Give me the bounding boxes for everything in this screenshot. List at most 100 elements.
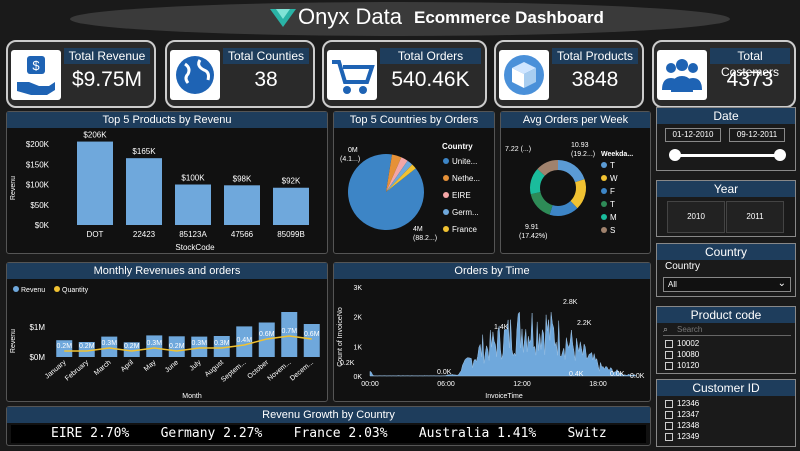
bar <box>175 184 211 225</box>
x-tick-label: June <box>164 359 180 374</box>
donut-data-label: 9.91 <box>525 224 539 231</box>
data-label: 0.4K <box>569 371 584 378</box>
date-start-input[interactable]: 01-12-2010 <box>665 128 721 142</box>
data-label: 2.8K <box>563 299 578 306</box>
legend-marker <box>443 175 449 181</box>
avg-orders-panel: Avg Orders per Week 7.22 (...) 10.93 (19.2… <box>500 111 651 254</box>
data-label: 0.0K <box>610 371 625 378</box>
x-axis-label: InvoiceTime <box>485 393 523 400</box>
bar <box>236 326 253 357</box>
legend-label: T <box>610 200 615 209</box>
customer-item[interactable]: 12349 <box>665 431 699 442</box>
date-slicer: Date 01-12-2010 09-12-2011 <box>656 107 796 171</box>
donut-data-label: (17.42%) <box>519 233 547 240</box>
bar-data-label: 0.2M <box>79 343 95 350</box>
legend-marker <box>601 201 607 207</box>
product-code-slicer: Product code ⌕ Search 10002 10080 10120 <box>656 306 796 374</box>
money-hand-icon: $ <box>11 50 61 100</box>
y-tick-label: $1M <box>29 323 45 332</box>
checkbox[interactable] <box>665 410 673 419</box>
product-search-box[interactable]: ⌕ Search <box>663 324 791 336</box>
country-slicer: Country Country All ⌄ <box>656 243 796 297</box>
y-axis-label: Revenu <box>10 176 17 200</box>
bar-data-label: 0.4M <box>236 337 252 344</box>
customer-item-label: 12349 <box>677 432 700 441</box>
legend-label: T <box>610 161 615 170</box>
box-icon <box>499 50 549 100</box>
date-slider-start-handle[interactable] <box>669 149 681 161</box>
donut-data-label: 10.93 <box>571 142 589 149</box>
orders-time-chart: 3K 2K 1K 0K Count of InvoiceNo 00:00 06:00 12:0… <box>337 285 645 400</box>
kpi-value: 38 <box>254 68 278 91</box>
kpi-label: Total Products <box>552 48 638 64</box>
checkbox[interactable] <box>665 339 673 348</box>
y-axis-label: Revenu <box>10 329 17 353</box>
growth-ticker: EIRE 2.70% Germany 2.27% France 2.03% Au… <box>11 425 646 443</box>
slicer-title: Customer ID <box>657 380 795 396</box>
bar <box>168 336 185 357</box>
checkbox[interactable] <box>665 399 673 408</box>
product-item-label: 10080 <box>677 350 700 359</box>
year-option-2010[interactable]: 2010 <box>667 201 725 233</box>
customer-item[interactable]: 12347 <box>665 409 699 420</box>
product-item[interactable]: 10080 <box>665 349 699 360</box>
y-axis-label: Count of InvoiceNo <box>337 307 344 367</box>
top-products-panel: Top 5 Products by Revenu $200K $150K $100K… <box>6 111 328 254</box>
pie-data-label: (88.2...) <box>413 235 437 242</box>
donut-slice <box>549 200 578 216</box>
legend-label: Revenu <box>21 287 45 294</box>
x-tick-label: April <box>120 359 136 374</box>
checkbox[interactable] <box>665 350 673 359</box>
x-tick-label: 85099B <box>277 230 305 239</box>
product-item[interactable]: 10120 <box>665 360 699 371</box>
product-item-label: 10120 <box>677 361 700 370</box>
product-item[interactable]: 10002 <box>665 338 699 349</box>
checkbox[interactable] <box>665 361 673 370</box>
customer-id-slicer: Customer ID 12346 12347 12348 12349 <box>656 379 796 447</box>
x-tick-label: February <box>64 359 90 383</box>
slicer-title: Year <box>657 181 795 197</box>
legend-label: S <box>610 226 615 235</box>
bar-data-label: 0.3M <box>101 340 117 347</box>
bar-data-label: 0.7M <box>281 328 297 335</box>
year-option-2011[interactable]: 2011 <box>726 201 784 233</box>
customer-item-label: 12346 <box>677 399 700 408</box>
pie-data-label: 0M <box>348 147 358 154</box>
panel-title: Avg Orders per Week <box>501 112 650 128</box>
bar <box>126 158 162 225</box>
country-dropdown[interactable]: All ⌄ <box>663 277 791 292</box>
y-tick-label: 1K <box>353 344 362 351</box>
panel-title: Monthly Revenues and orders <box>7 263 327 279</box>
date-slider-end-handle[interactable] <box>774 149 786 161</box>
country-label: Country <box>665 261 701 272</box>
bar <box>101 336 118 357</box>
date-end-input[interactable]: 09-12-2011 <box>729 128 785 142</box>
bar <box>224 185 260 225</box>
data-label: 0.0K <box>630 373 645 380</box>
search-placeholder: Search <box>677 325 703 334</box>
bar-data-label: 0.2M <box>56 343 72 350</box>
panel-title: Revenu Growth by Country <box>7 407 650 423</box>
checkbox[interactable] <box>665 421 673 430</box>
customer-item[interactable]: 12348 <box>665 420 699 431</box>
x-tick-label: 47566 <box>231 230 254 239</box>
quantity-line <box>64 335 312 352</box>
donut-slice <box>530 192 553 215</box>
kpi-label: Total Costemers <box>710 48 790 79</box>
x-tick-label: Decem... <box>289 359 315 382</box>
bar-data-label: 0.3M <box>146 340 162 347</box>
kpi-total-products: Total Products 3848 <box>494 40 644 108</box>
x-tick-label: 22423 <box>133 230 156 239</box>
top-countries-panel: Top 5 Countries by Orders 0M (4.1...) 4M (8… <box>333 111 495 254</box>
y-tick-label: $150K <box>26 160 50 169</box>
donut-data-label: (19.2...) <box>571 151 595 158</box>
checkbox[interactable] <box>665 432 673 441</box>
donut-slice <box>558 160 585 183</box>
panel-title: Orders by Time <box>334 263 650 279</box>
customer-item[interactable]: 12346 <box>665 398 699 409</box>
bar-data-label: $92K <box>282 177 301 186</box>
kpi-total-revenue: $ Total Revenue $9.75M <box>6 40 156 108</box>
bar-data-label: 0.2M <box>124 343 140 350</box>
bar <box>123 342 140 357</box>
bar <box>191 336 208 357</box>
